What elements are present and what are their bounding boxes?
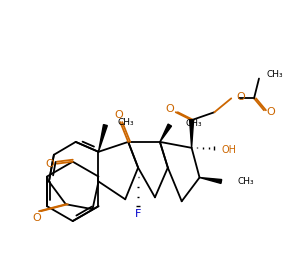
Polygon shape — [200, 178, 222, 183]
Text: CH₃: CH₃ — [186, 119, 202, 128]
Text: CH₃: CH₃ — [237, 177, 254, 186]
Polygon shape — [98, 125, 107, 152]
Text: O: O — [266, 107, 275, 117]
Polygon shape — [160, 124, 172, 142]
Text: CH₃: CH₃ — [117, 118, 134, 127]
Text: OH: OH — [222, 145, 237, 155]
Text: O: O — [46, 159, 54, 169]
Text: CH₃: CH₃ — [267, 70, 284, 79]
Text: O: O — [236, 92, 245, 102]
Text: O: O — [114, 110, 123, 120]
Text: O: O — [165, 104, 174, 114]
Text: F: F — [135, 209, 141, 219]
Text: O: O — [33, 213, 41, 223]
Polygon shape — [190, 120, 194, 148]
